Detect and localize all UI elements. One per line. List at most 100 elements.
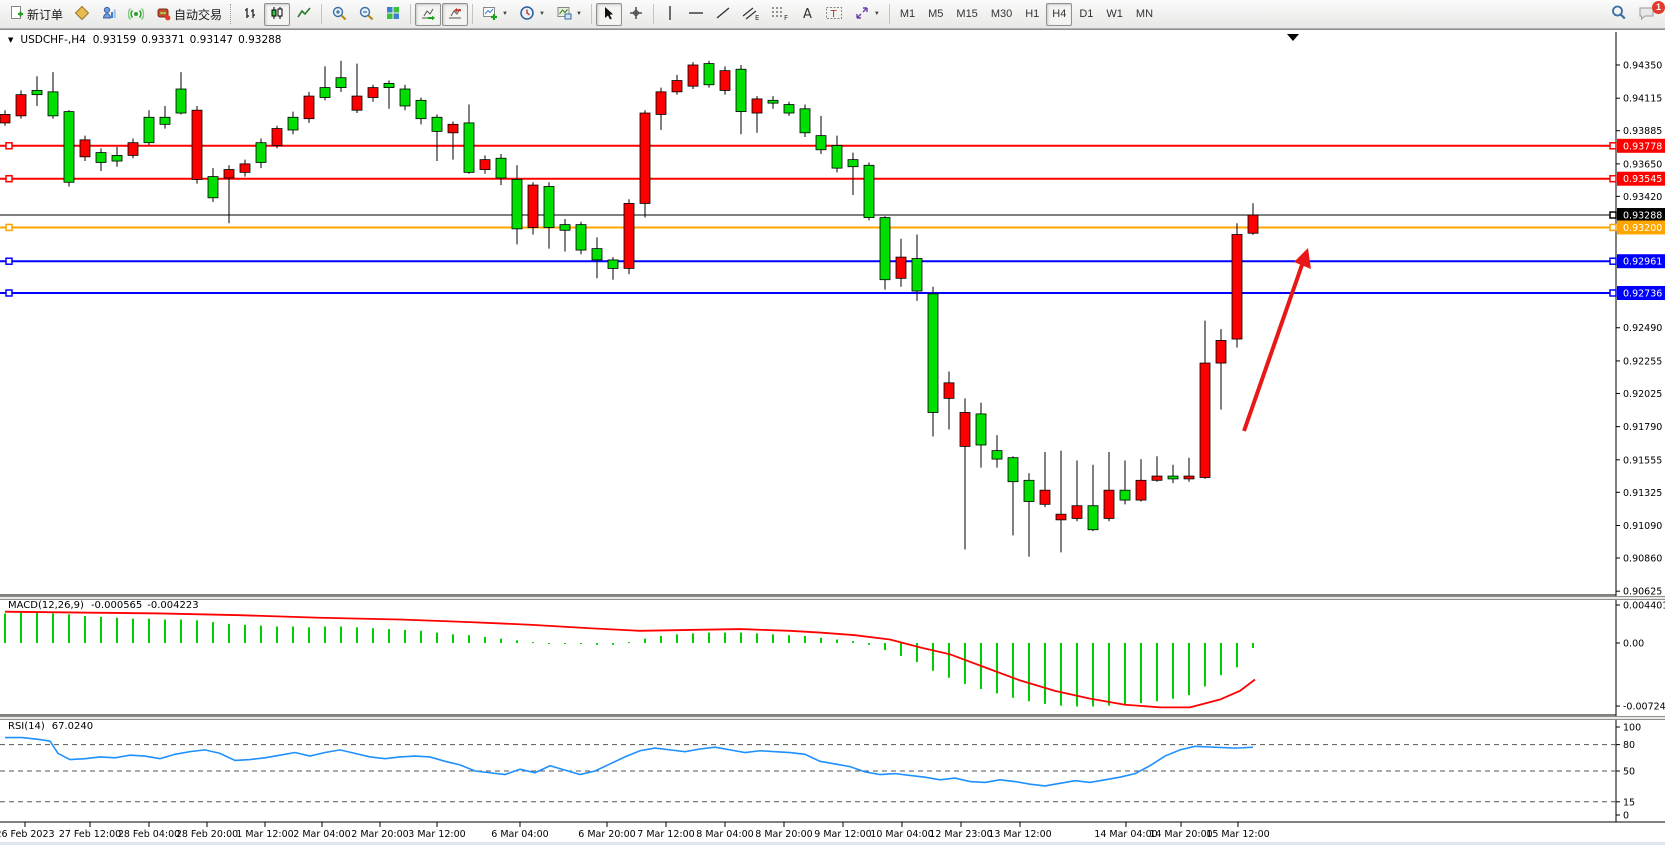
arrows-tool-button[interactable]: ▼ xyxy=(849,3,885,26)
text-label-button[interactable]: T xyxy=(820,3,848,26)
templates-icon xyxy=(556,5,572,24)
data-window-button[interactable] xyxy=(96,3,122,26)
chevron-down-icon: ▼ xyxy=(575,11,582,17)
indicators-button[interactable]: ▼ xyxy=(477,3,513,26)
market-watch-icon xyxy=(74,5,90,24)
toolbar-separator xyxy=(590,4,592,24)
timeframe-m5[interactable]: M5 xyxy=(922,3,949,26)
candle-chart-icon xyxy=(269,5,285,24)
svg-text:0: 0 xyxy=(1623,811,1629,822)
horizontal-line-button[interactable] xyxy=(683,3,709,26)
chart-shift-button[interactable] xyxy=(442,2,469,26)
svg-text:12 Mar 23:00: 12 Mar 23:00 xyxy=(929,829,992,840)
timeframe-m30[interactable]: M30 xyxy=(985,3,1018,26)
chart-canvas[interactable]: 0.94350 0.94115 0.93885 0.93650 0.93420 0.924… xyxy=(0,30,1665,845)
templates-button[interactable]: ▼ xyxy=(551,3,587,26)
svg-text:0.91325: 0.91325 xyxy=(1623,488,1662,499)
candle-chart-button[interactable] xyxy=(264,2,291,26)
svg-text:14 Mar 04:00: 14 Mar 04:00 xyxy=(1094,829,1157,840)
timeframe-h1[interactable]: H1 xyxy=(1019,3,1045,26)
toolbar-separator xyxy=(888,4,890,24)
cursor-button[interactable] xyxy=(595,2,622,26)
tile-windows-button[interactable] xyxy=(380,3,406,26)
svg-text:13 Mar 12:00: 13 Mar 12:00 xyxy=(988,829,1051,840)
svg-text:0.93288: 0.93288 xyxy=(1623,211,1662,222)
new-order-button[interactable]: 新订单 xyxy=(4,3,68,26)
equidistant-channel-button[interactable]: E xyxy=(737,3,765,26)
bar-chart-button[interactable] xyxy=(237,3,263,26)
svg-text:0.94115: 0.94115 xyxy=(1623,94,1662,105)
svg-text:0.92736: 0.92736 xyxy=(1623,288,1662,299)
market-watch-button[interactable] xyxy=(69,3,95,26)
data-window-icon xyxy=(101,5,117,24)
navigator-icon xyxy=(127,5,145,24)
auto-scroll-icon xyxy=(420,5,436,24)
cursor-icon xyxy=(601,5,617,24)
svg-text:80: 80 xyxy=(1623,740,1635,751)
svg-text:8 Mar 04:00: 8 Mar 04:00 xyxy=(696,829,753,840)
svg-text:0.93650: 0.93650 xyxy=(1623,159,1662,170)
svg-text:0.90625: 0.90625 xyxy=(1623,587,1662,598)
svg-text:F: F xyxy=(784,14,788,21)
timeframe-d1[interactable]: D1 xyxy=(1073,3,1099,26)
line-chart-button[interactable] xyxy=(291,3,317,26)
svg-text:0.90860: 0.90860 xyxy=(1623,553,1662,564)
zoom-in-button[interactable] xyxy=(326,3,352,26)
svg-text:0.93420: 0.93420 xyxy=(1623,192,1662,203)
svg-text:100: 100 xyxy=(1623,723,1641,734)
fibonacci-button[interactable]: F xyxy=(766,3,794,26)
svg-text:0.94350: 0.94350 xyxy=(1623,61,1662,72)
navigator-button[interactable] xyxy=(123,3,149,26)
zoom-out-button[interactable] xyxy=(353,3,379,26)
symbol-period-label: USDCHF-,H4 xyxy=(20,34,86,46)
svg-text:15: 15 xyxy=(1623,797,1635,808)
toolbar-separator xyxy=(472,4,474,24)
auto-trading-button[interactable]: 自动交易 xyxy=(150,3,227,26)
chevron-down-icon: ▼ xyxy=(538,11,545,17)
collapse-icon[interactable]: ▼ xyxy=(8,36,14,44)
svg-text:0.92490: 0.92490 xyxy=(1623,323,1662,334)
notifications-button[interactable]: 1 xyxy=(1633,0,1665,26)
vertical-line-button[interactable] xyxy=(658,3,682,26)
svg-text:0.91555: 0.91555 xyxy=(1623,455,1662,466)
toolbar-separator xyxy=(652,4,654,24)
svg-text:0.91790: 0.91790 xyxy=(1623,422,1662,433)
chart-shift-icon xyxy=(447,5,463,24)
svg-text:0.00: 0.00 xyxy=(1623,639,1644,650)
toolbar-separator xyxy=(410,4,412,24)
auto-scroll-button[interactable] xyxy=(415,2,442,26)
timeframe-w1[interactable]: W1 xyxy=(1100,3,1129,26)
svg-text:6 Mar 04:00: 6 Mar 04:00 xyxy=(491,829,548,840)
search-button[interactable] xyxy=(1605,3,1632,26)
svg-text:A: A xyxy=(803,7,812,21)
fibonacci-icon: F xyxy=(771,5,789,24)
search-icon xyxy=(1610,4,1627,24)
vertical-line-icon xyxy=(663,5,677,24)
svg-text:27 Feb 12:00: 27 Feb 12:00 xyxy=(59,829,121,840)
auto-trading-label: 自动交易 xyxy=(174,7,223,22)
periods-button[interactable]: ▼ xyxy=(514,3,550,26)
toolbar: 新订单 自动交易 ▼ ▼ ▼ E F A T ▼ xyxy=(0,0,1665,29)
trendline-button[interactable] xyxy=(710,3,736,26)
chevron-down-icon: ▼ xyxy=(873,11,880,17)
svg-text:28 Feb 04:00: 28 Feb 04:00 xyxy=(118,829,180,840)
svg-text:0.92255: 0.92255 xyxy=(1623,356,1662,367)
svg-text:0.93545: 0.93545 xyxy=(1623,174,1662,185)
timeframe-m15[interactable]: M15 xyxy=(950,3,983,26)
timeframe-m1[interactable]: M1 xyxy=(894,3,921,26)
timeframe-mn[interactable]: MN xyxy=(1130,3,1159,26)
rsi-name: RSI(14) xyxy=(8,721,45,732)
svg-text:28 Feb 20:00: 28 Feb 20:00 xyxy=(176,829,238,840)
macd-main-value: -0.000565 xyxy=(90,600,143,611)
indicators-icon xyxy=(482,5,498,24)
crosshair-icon xyxy=(628,5,644,24)
svg-text:3 Mar 12:00: 3 Mar 12:00 xyxy=(408,829,465,840)
horizontal-line-icon xyxy=(688,6,704,23)
svg-text:0.93200: 0.93200 xyxy=(1623,223,1662,234)
crosshair-button[interactable] xyxy=(623,3,649,26)
svg-text:2 Mar 20:00: 2 Mar 20:00 xyxy=(351,829,408,840)
text-label-icon: T xyxy=(825,5,843,24)
autotrade-icon xyxy=(155,5,171,24)
text-button[interactable]: A xyxy=(795,3,819,26)
timeframe-h4[interactable]: H4 xyxy=(1046,2,1073,26)
